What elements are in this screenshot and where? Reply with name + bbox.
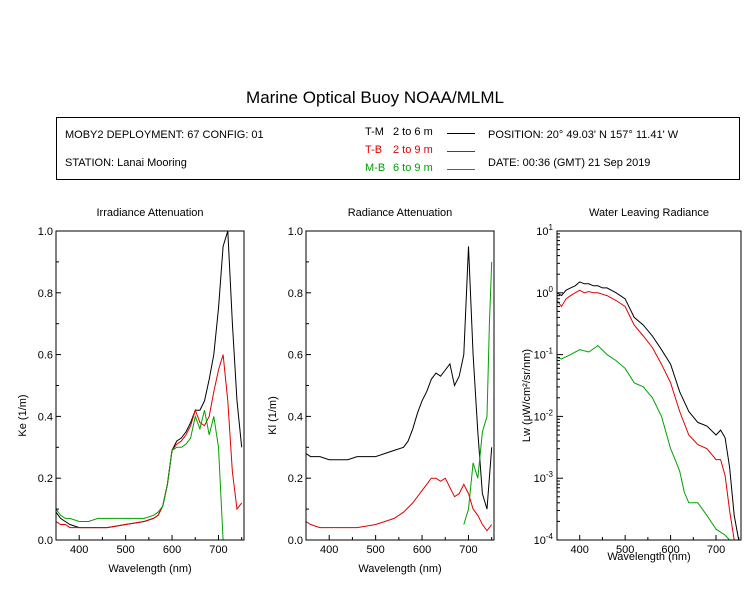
x-tick-label: 700 <box>707 544 725 556</box>
y-tick-label: 10-2 <box>534 408 554 423</box>
y-tick-label: 10-4 <box>534 532 554 547</box>
x-axis-label: Wavelength (nm) <box>358 563 441 575</box>
page-title: Marine Optical Buoy NOAA/MLML <box>246 88 504 107</box>
y-tick-label: 1.0 <box>38 226 53 238</box>
y-tick-label: 0.0 <box>38 535 53 547</box>
legend-label-tm: T-M <box>365 126 384 138</box>
y-tick-label: 0.6 <box>288 350 303 362</box>
x-tick-label: 400 <box>320 544 338 556</box>
y-axis-label: Lw (μW/cm²/sr/nm) <box>521 349 533 442</box>
y-axis-label: Ke (1/m) <box>17 394 29 436</box>
info-box: MOBY2 DEPLOYMENT: 67 CONFIG: 01 STATION:… <box>56 117 740 180</box>
x-tick-label: 600 <box>661 544 679 556</box>
y-tick-label: 0.0 <box>288 535 303 547</box>
legend-line-tb <box>447 151 475 152</box>
y-tick-label: 0.2 <box>288 473 303 485</box>
x-tick-label: 500 <box>116 544 134 556</box>
x-tick-label: 700 <box>209 544 227 556</box>
date-text: DATE: 00:36 (GMT) 21 Sep 2019 <box>488 157 651 169</box>
x-tick-label: 500 <box>366 544 384 556</box>
chart-title: Radiance Attenuation <box>348 207 453 219</box>
x-tick-label: 700 <box>459 544 477 556</box>
y-tick-label: 100 <box>536 285 553 300</box>
series-line-t-b <box>557 289 735 540</box>
legend-range-tb: 2 to 9 m <box>393 144 433 156</box>
series-line-t-m <box>557 281 740 540</box>
x-tick-label: 500 <box>616 544 634 556</box>
x-tick-label: 400 <box>70 544 88 556</box>
y-tick-label: 101 <box>536 223 553 238</box>
plot-frame <box>55 230 245 541</box>
deployment-text: MOBY2 DEPLOYMENT: 67 CONFIG: 01 <box>65 129 264 141</box>
chart-panel-1: Irradiance Attenuation 400 500 600 700 Wavele… <box>17 207 245 575</box>
chart-title: Water Leaving Radiance <box>589 207 709 219</box>
y-tick-label: 10-1 <box>534 347 554 362</box>
x-axis-label: Wavelength (nm) <box>607 551 690 563</box>
x-axis-label: Wavelength (nm) <box>108 563 191 575</box>
y-tick-label: 0.8 <box>288 288 303 300</box>
chart-title: Irradiance Attenuation <box>96 207 203 219</box>
station-text: STATION: Lanai Mooring <box>65 157 187 169</box>
plot-frame <box>305 230 495 541</box>
x-tick-label: 600 <box>413 544 431 556</box>
legend-line-tm <box>447 133 475 134</box>
position-text: POSITION: 20° 49.03' N 157° 11.41' W <box>488 129 679 141</box>
series-line-t-b <box>56 354 243 529</box>
legend-label-mb: M-B <box>365 162 386 174</box>
chart-panel-3: Water Leaving Radiance 400 500 600 700 Wavele… <box>521 207 742 563</box>
y-tick-label: 0.4 <box>288 411 303 423</box>
series-line-t-b <box>306 477 493 532</box>
y-tick-label: 1.0 <box>288 226 303 238</box>
legend-range-mb: 6 to 9 m <box>393 162 433 174</box>
x-tick-label: 600 <box>163 544 181 556</box>
plot-frame <box>556 230 742 541</box>
y-tick-label: 0.2 <box>38 473 53 485</box>
chart-panel-2: Radiance Attenuation 400 500 600 700 Waveleng… <box>267 207 495 575</box>
series-line-m-b <box>557 344 735 540</box>
legend-label-tb: T-B <box>365 144 383 156</box>
y-axis-label: Kl (1/m) <box>267 396 279 435</box>
series-line-t-m <box>306 246 493 510</box>
y-tick-label: 0.6 <box>38 350 53 362</box>
series-line-m-b <box>56 410 224 540</box>
x-tick-label: 400 <box>571 544 589 556</box>
series-line-m-b <box>463 261 493 525</box>
y-tick-label: 0.8 <box>38 288 53 300</box>
series-line-t-m <box>56 231 243 529</box>
y-tick-label: 0.4 <box>38 411 53 423</box>
legend-range-tm: 2 to 6 m <box>393 126 433 138</box>
y-tick-label: 10-3 <box>534 470 554 485</box>
legend-line-mb <box>447 169 475 170</box>
